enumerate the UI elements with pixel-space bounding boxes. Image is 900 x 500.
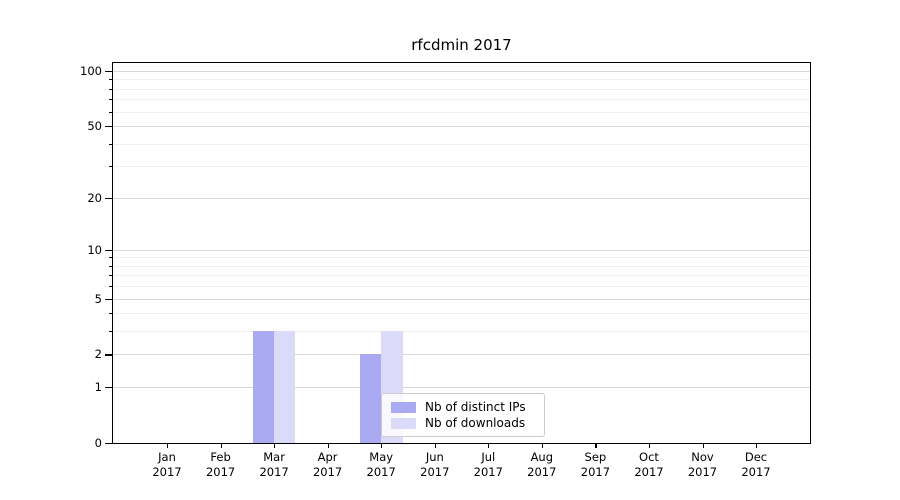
plot-area — [112, 62, 811, 444]
y-tick-mark-minor — [109, 265, 112, 267]
x-tick-label-nov: Nov 2017 — [687, 450, 718, 479]
gridline-minor — [113, 99, 810, 101]
y-tick-mark — [105, 71, 112, 73]
gridline-major — [113, 197, 810, 199]
y-tick-mark — [105, 197, 112, 199]
gridline-major — [113, 298, 810, 300]
y-tick-mark — [105, 298, 112, 300]
gridline-minor — [113, 79, 810, 81]
gridline-major — [113, 126, 810, 128]
x-tick-label-mar: Mar 2017 — [259, 450, 289, 479]
x-tick-label-jun: Jun 2017 — [420, 450, 450, 479]
x-tick-label-dec: Dec 2017 — [741, 450, 771, 479]
y-tick-mark — [105, 249, 112, 251]
y-tick-label: 100 — [80, 64, 102, 78]
gridline-minor — [113, 313, 810, 315]
bar-distinct-ips-may — [359, 354, 382, 443]
x-tick-mark — [434, 443, 436, 448]
y-tick-mark — [105, 387, 112, 389]
gridline-major — [113, 71, 810, 72]
gridline-minor — [113, 286, 810, 288]
x-tick-mark — [702, 443, 704, 448]
x-tick-mark — [220, 443, 222, 448]
legend-swatch-distinct-ips-icon — [391, 401, 416, 413]
y-tick-mark-minor — [109, 166, 112, 168]
y-tick-label: 20 — [87, 190, 102, 205]
x-tick-mark — [756, 443, 758, 448]
gridline-minor — [113, 166, 810, 168]
legend-swatch-downloads-icon — [391, 417, 416, 429]
x-tick-label-jan: Jan 2017 — [152, 450, 182, 479]
x-tick-label-sep: Sep 2017 — [580, 450, 611, 479]
x-tick-label-jul: Jul 2017 — [473, 450, 503, 479]
gridline-minor — [113, 257, 810, 259]
gridline-minor — [113, 88, 810, 90]
y-tick-mark-minor — [109, 99, 112, 101]
y-tick-mark-minor — [109, 143, 112, 145]
y-tick-label: 5 — [94, 291, 102, 306]
gridline-minor — [113, 265, 810, 267]
gridline-minor — [113, 331, 810, 333]
y-tick-label: 1 — [94, 380, 102, 395]
x-tick-label-may: May 2017 — [366, 450, 396, 479]
y-tick-mark-minor — [109, 331, 112, 333]
gridline-major — [113, 387, 810, 389]
x-tick-mark — [595, 443, 597, 448]
gridline-minor — [113, 111, 810, 113]
gridline-minor — [113, 275, 810, 277]
y-tick-mark-minor — [109, 88, 112, 90]
y-tick-label: 10 — [87, 242, 102, 257]
y-tick-mark-minor — [109, 275, 112, 277]
y-tick-mark-minor — [109, 313, 112, 315]
x-tick-label-apr: Apr 2017 — [312, 450, 343, 479]
y-tick-label: 50 — [87, 119, 102, 134]
legend-label-downloads: Nb of downloads — [425, 416, 526, 430]
gridline-minor — [113, 143, 810, 145]
y-tick-mark — [105, 354, 112, 356]
legend-item-downloads: Nb of downloads — [391, 416, 536, 430]
x-tick-mark — [649, 443, 651, 448]
x-tick-label-oct: Oct 2017 — [634, 450, 664, 479]
legend-label-distinct-ips: Nb of distinct IPs — [425, 400, 526, 414]
x-tick-label-feb: Feb 2017 — [205, 450, 236, 479]
chart-title: rfcdmin 2017 — [411, 36, 512, 54]
x-tick-mark — [167, 443, 169, 448]
y-tick-mark-minor — [109, 111, 112, 113]
y-tick-mark-minor — [109, 257, 112, 259]
x-tick-mark — [381, 443, 383, 448]
y-tick-label: 0 — [94, 436, 102, 450]
y-tick-mark — [105, 443, 112, 445]
x-tick-label-aug: Aug 2017 — [527, 450, 557, 479]
x-tick-mark — [327, 443, 329, 448]
y-tick-label: 2 — [94, 347, 102, 362]
y-tick-mark-minor — [109, 286, 112, 288]
y-tick-mark — [105, 126, 112, 128]
x-tick-mark — [274, 443, 276, 448]
legend-item-distinct-ips: Nb of distinct IPs — [391, 400, 536, 414]
bar-downloads-mar — [274, 331, 296, 443]
x-tick-mark — [488, 443, 490, 448]
legend: Nb of distinct IPs Nb of downloads — [381, 393, 545, 437]
y-tick-mark-minor — [109, 79, 112, 81]
gridline-major — [113, 249, 810, 251]
x-tick-mark — [541, 443, 543, 448]
gridline-major — [113, 354, 810, 356]
bar-distinct-ips-mar — [252, 331, 275, 443]
